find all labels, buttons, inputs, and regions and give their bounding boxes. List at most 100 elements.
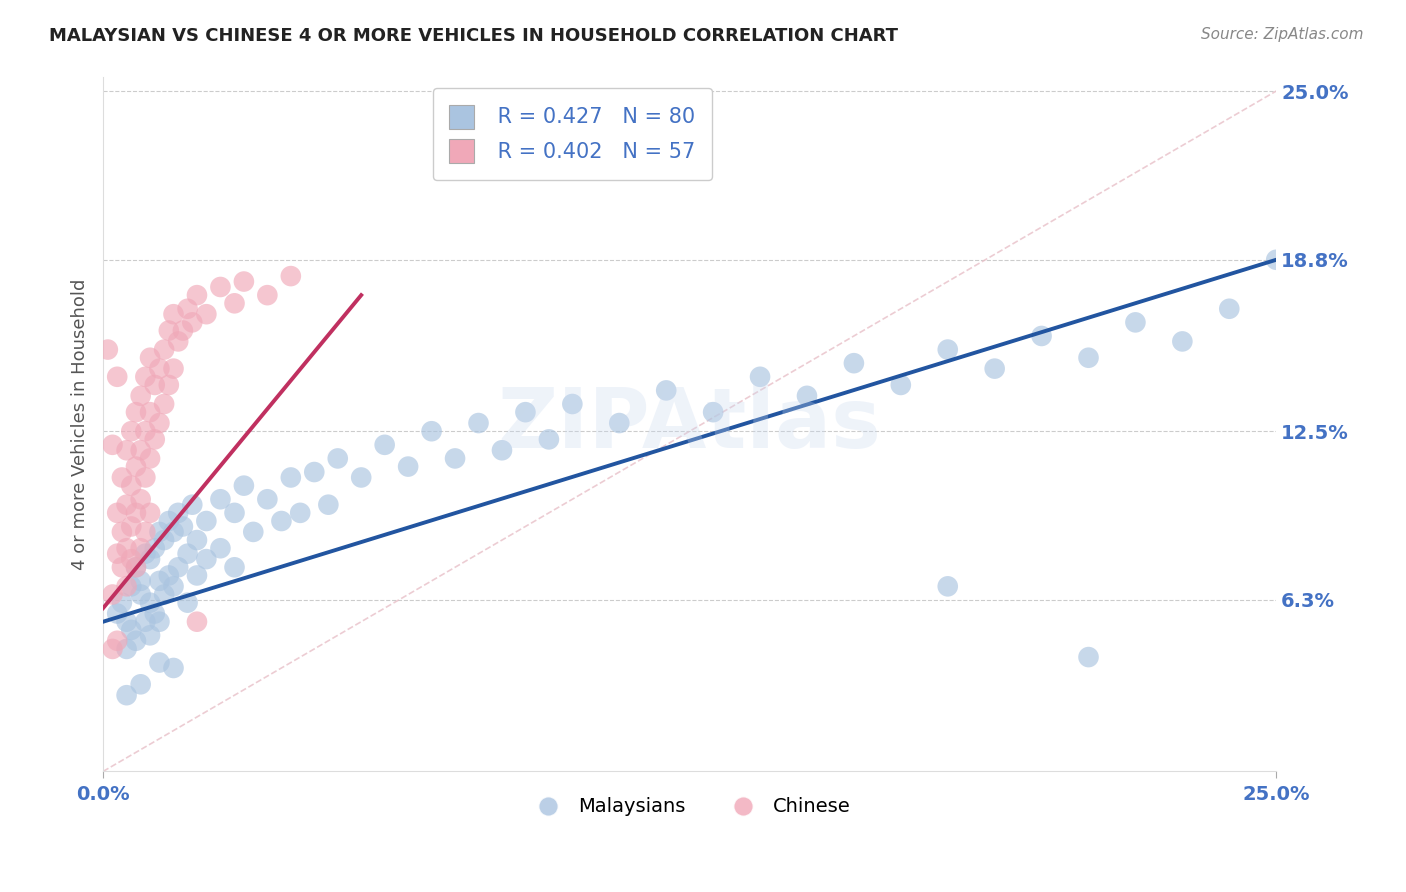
Point: [270, 514, 292, 528]
Point: [134, 369, 156, 384]
Point: [167, 506, 190, 520]
Point: [176, 596, 198, 610]
Point: [139, 628, 162, 642]
Point: [157, 514, 180, 528]
Point: [101, 587, 124, 601]
Legend: Malaysians, Chinese: Malaysians, Chinese: [522, 789, 858, 824]
Point: [134, 615, 156, 629]
Point: [181, 498, 204, 512]
Point: [148, 574, 170, 588]
Point: [167, 334, 190, 349]
Point: [115, 615, 138, 629]
Point: [186, 288, 208, 302]
Point: [176, 301, 198, 316]
Point: [101, 438, 124, 452]
Point: [842, 356, 865, 370]
Point: [176, 547, 198, 561]
Point: [350, 470, 373, 484]
Point: [936, 579, 959, 593]
Point: [186, 615, 208, 629]
Point: [186, 568, 208, 582]
Point: [209, 541, 232, 556]
Point: [134, 547, 156, 561]
Point: [125, 405, 148, 419]
Point: [224, 296, 246, 310]
Point: [115, 498, 138, 512]
Point: [195, 552, 218, 566]
Point: [111, 560, 134, 574]
Point: [125, 633, 148, 648]
Point: [181, 315, 204, 329]
Point: [129, 574, 152, 588]
Point: [162, 361, 184, 376]
Point: [105, 506, 128, 520]
Point: [1031, 329, 1053, 343]
Point: [139, 451, 162, 466]
Point: [120, 623, 142, 637]
Point: [148, 361, 170, 376]
Point: [115, 641, 138, 656]
Point: [195, 514, 218, 528]
Point: [115, 541, 138, 556]
Point: [125, 459, 148, 474]
Point: [304, 465, 326, 479]
Point: [195, 307, 218, 321]
Point: [129, 677, 152, 691]
Point: [115, 443, 138, 458]
Point: [444, 451, 467, 466]
Point: [143, 433, 166, 447]
Point: [115, 579, 138, 593]
Point: [139, 552, 162, 566]
Point: [148, 615, 170, 629]
Point: [162, 524, 184, 539]
Point: [280, 269, 302, 284]
Point: [890, 378, 912, 392]
Point: [172, 519, 194, 533]
Point: [111, 524, 134, 539]
Point: [256, 492, 278, 507]
Point: [129, 389, 152, 403]
Point: [111, 596, 134, 610]
Point: [162, 307, 184, 321]
Point: [1077, 351, 1099, 365]
Point: [129, 492, 152, 507]
Point: [1077, 650, 1099, 665]
Point: [111, 470, 134, 484]
Point: [139, 506, 162, 520]
Point: [232, 478, 254, 492]
Point: [101, 641, 124, 656]
Point: [1125, 315, 1147, 329]
Point: [125, 560, 148, 574]
Point: [120, 552, 142, 566]
Point: [120, 478, 142, 492]
Point: [655, 384, 678, 398]
Point: [134, 424, 156, 438]
Point: [232, 275, 254, 289]
Point: [148, 656, 170, 670]
Point: [280, 470, 302, 484]
Point: [143, 607, 166, 621]
Point: [224, 506, 246, 520]
Point: [467, 416, 489, 430]
Point: [105, 607, 128, 621]
Point: [129, 443, 152, 458]
Point: [115, 688, 138, 702]
Point: [105, 547, 128, 561]
Point: [148, 524, 170, 539]
Text: MALAYSIAN VS CHINESE 4 OR MORE VEHICLES IN HOUSEHOLD CORRELATION CHART: MALAYSIAN VS CHINESE 4 OR MORE VEHICLES …: [49, 27, 898, 45]
Point: [105, 369, 128, 384]
Point: [290, 506, 312, 520]
Point: [97, 343, 120, 357]
Point: [162, 579, 184, 593]
Point: [186, 533, 208, 547]
Point: [749, 369, 772, 384]
Point: [224, 560, 246, 574]
Point: [139, 351, 162, 365]
Point: [153, 587, 176, 601]
Point: [125, 560, 148, 574]
Point: [256, 288, 278, 302]
Point: [129, 587, 152, 601]
Point: [157, 568, 180, 582]
Point: [120, 579, 142, 593]
Point: [157, 324, 180, 338]
